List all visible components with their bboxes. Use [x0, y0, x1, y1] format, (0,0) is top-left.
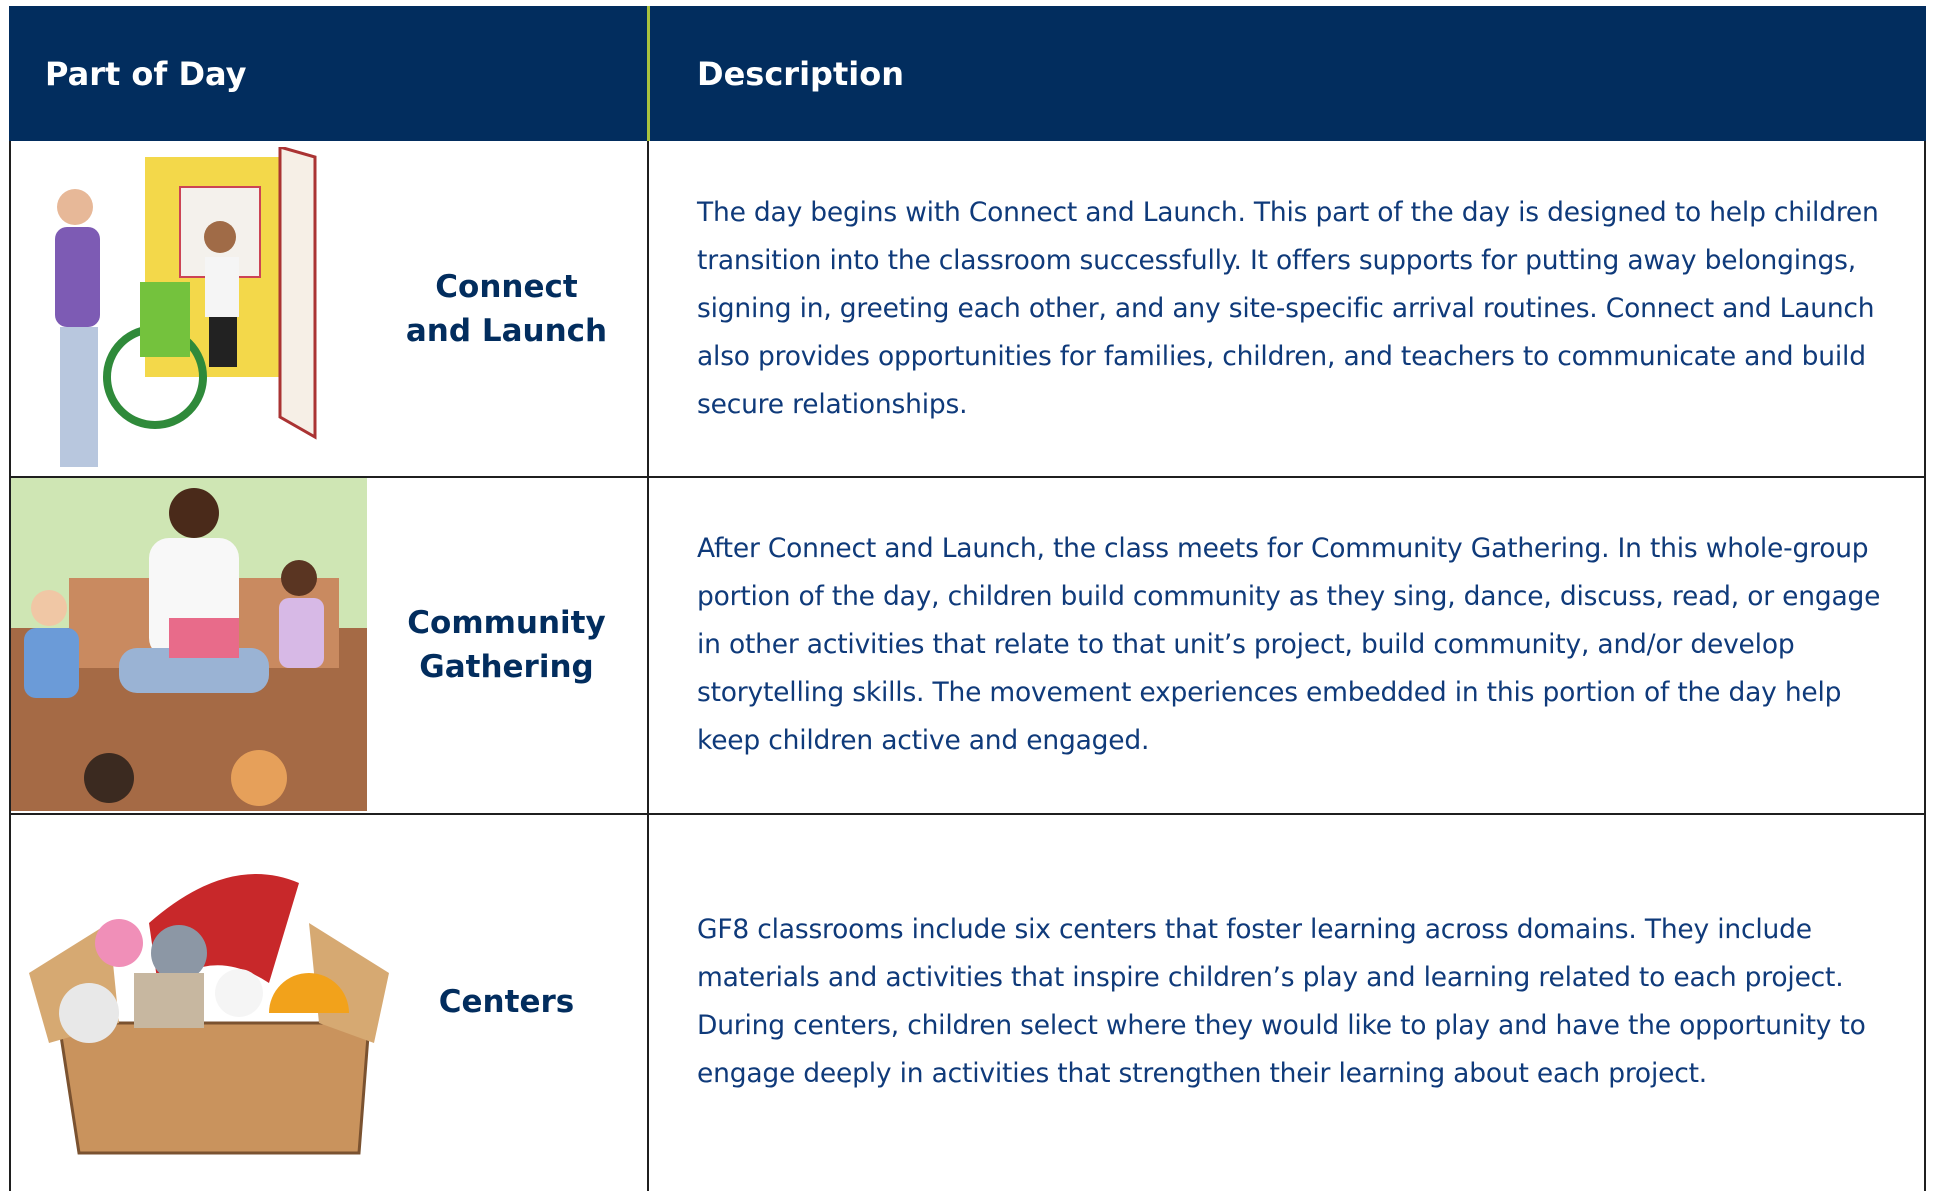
- illustration: [9, 478, 367, 811]
- column-header: Description: [650, 6, 1926, 141]
- table-row: Connect and Launch The day begins with C…: [9, 141, 1926, 478]
- description: The day begins with Connect and Launch. …: [697, 196, 1879, 420]
- illustration: [55, 147, 317, 467]
- table-border: [9, 141, 11, 1191]
- table-border: [1924, 141, 1926, 1191]
- description: GF8 classrooms include six centers that …: [697, 914, 1866, 1089]
- description: After Connect and Launch, the class meet…: [697, 532, 1881, 756]
- column-header: Part of Day: [9, 6, 648, 141]
- header-divider: [647, 6, 650, 141]
- illustration: [29, 874, 389, 1155]
- table-row: Centers GF8 classrooms include six cente…: [9, 813, 1926, 1191]
- table-row: Community Gathering After Connect and La…: [9, 476, 1926, 815]
- column-divider: [647, 141, 649, 1191]
- part-of-day: Community Gathering: [407, 604, 606, 685]
- part-of-day: Connect and Launch: [405, 268, 608, 349]
- part-of-day: Centers: [438, 984, 575, 1020]
